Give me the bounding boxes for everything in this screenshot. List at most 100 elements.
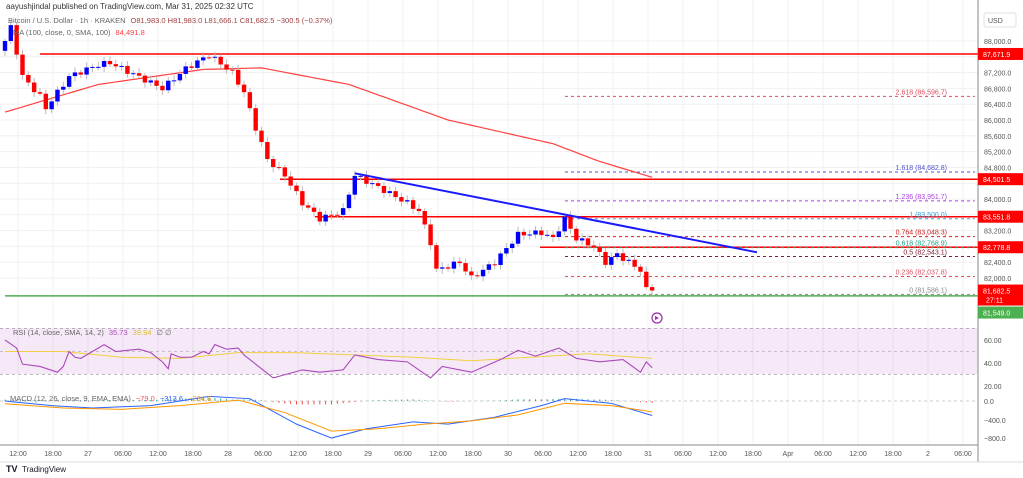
candle-down bbox=[329, 214, 334, 216]
price-tag bbox=[978, 241, 1023, 254]
candle-down bbox=[265, 141, 270, 160]
time-axis-label: 12:00 bbox=[709, 451, 727, 458]
candle-up bbox=[609, 257, 614, 265]
candle-down bbox=[410, 200, 416, 209]
candle-up bbox=[562, 216, 567, 232]
fib-retracement[interactable]: 2.618 (86,596.7) 1.618 (84,682.8) 1.236 (8… bbox=[565, 89, 975, 295]
symbol-info[interactable]: Bitcoin / U.S. Dollar · 1h · KRAKEN bbox=[8, 16, 126, 25]
rsi-axis-label: 40.00 bbox=[984, 361, 1002, 368]
candle-up bbox=[212, 56, 218, 58]
candle-down bbox=[492, 264, 497, 266]
candle-down bbox=[230, 69, 235, 71]
price-axis-label: 85,600.0 bbox=[984, 134, 1011, 141]
fib-level-label: 2.618 (86,596.7) bbox=[896, 89, 947, 96]
candle-down bbox=[206, 57, 212, 59]
candle-down bbox=[375, 183, 381, 186]
candle-down bbox=[241, 84, 247, 93]
tv-logo-icon: TV bbox=[6, 464, 18, 474]
candle-down bbox=[416, 208, 422, 212]
candle-down bbox=[224, 64, 229, 70]
candle-down bbox=[445, 267, 451, 269]
time-axis[interactable]: 12:00 18:00 27 06:00 12:00 18:00 28 06:00 12:00 1… bbox=[9, 451, 972, 458]
price-axis-label: 82,000.0 bbox=[984, 276, 1011, 283]
candle-down bbox=[457, 261, 462, 264]
candle-up bbox=[8, 25, 14, 41]
tradingview-logo[interactable]: TV TradingView bbox=[6, 464, 66, 474]
time-axis-label: 2 bbox=[926, 451, 930, 458]
fib-level-label: 0.618 (82,768.9) bbox=[896, 241, 947, 248]
candle-up bbox=[72, 72, 78, 77]
candle-up bbox=[84, 67, 89, 75]
support-tag-label: 81,549.0 bbox=[983, 311, 1010, 318]
candle-up bbox=[340, 208, 346, 215]
price-axis[interactable]: 88,000.0 87,200.0 86,800.0 86,400.0 86,000.0… bbox=[984, 39, 1011, 443]
candle-up bbox=[533, 230, 538, 235]
fib-level-label: 1.236 (83,951.7) bbox=[896, 194, 947, 201]
candle-up bbox=[2, 41, 8, 51]
macd-signal-value: −234.6 bbox=[188, 394, 211, 403]
price-axis-label: 86,800.0 bbox=[984, 86, 1011, 93]
price-tag-label: 83,551.8 bbox=[983, 215, 1010, 222]
candle-up bbox=[323, 214, 328, 222]
rsi-axis-label: 20.00 bbox=[984, 384, 1002, 391]
time-axis-label: 12:00 bbox=[569, 451, 587, 458]
fib-level-label: 1.618 (84,682.8) bbox=[896, 165, 947, 172]
fib-level-label: 0 (81,586.1) bbox=[909, 287, 947, 294]
candle-up bbox=[626, 259, 632, 261]
candle-down bbox=[632, 259, 637, 267]
candle-up bbox=[61, 86, 66, 90]
candle-down bbox=[288, 176, 293, 186]
rsi-legend[interactable]: RSI (14, close, SMA, 14, 2) bbox=[13, 328, 104, 337]
currency-button[interactable] bbox=[983, 12, 1017, 28]
candle-up bbox=[579, 238, 585, 241]
last-price-label: 81,682.5 bbox=[983, 289, 1010, 296]
rsi-band bbox=[0, 328, 978, 374]
candle-down bbox=[381, 185, 387, 193]
candle-down bbox=[649, 287, 655, 291]
candle-up bbox=[55, 89, 60, 102]
candle-down bbox=[469, 271, 474, 276]
replay-icon[interactable] bbox=[651, 312, 663, 324]
candle-down bbox=[568, 216, 573, 229]
tv-brand: TradingView bbox=[22, 465, 66, 474]
candle-up bbox=[49, 101, 54, 110]
price-tags: 87,671.9 84,501.5 83,551.8 82,778.8 81,682.5… bbox=[978, 47, 1023, 319]
sma-100-line bbox=[4, 67, 653, 178]
time-axis-label: 12:00 bbox=[429, 451, 447, 458]
candle-up bbox=[556, 231, 562, 238]
bearish-trendline[interactable] bbox=[354, 172, 758, 254]
candle-down bbox=[434, 245, 439, 269]
candle-down bbox=[26, 74, 31, 83]
candle-down bbox=[160, 85, 165, 91]
candle-down bbox=[603, 251, 608, 265]
horizontal-levels bbox=[5, 53, 978, 297]
candle-down bbox=[142, 75, 148, 83]
candle-down bbox=[585, 238, 591, 246]
candle-up bbox=[405, 200, 410, 202]
candle-up bbox=[90, 66, 95, 68]
candle-down bbox=[644, 271, 649, 288]
candle-up bbox=[504, 248, 509, 254]
candle-up bbox=[96, 66, 101, 68]
time-axis-label: 18:00 bbox=[464, 451, 482, 458]
candle-down bbox=[591, 245, 597, 247]
candle-down bbox=[31, 82, 37, 93]
macd-axis-label: 0.0 bbox=[984, 399, 994, 406]
price-axis-label: 87,200.0 bbox=[984, 71, 1011, 78]
candle-up bbox=[370, 183, 375, 185]
macd-value: −313.6 bbox=[160, 394, 183, 403]
currency-label: USD bbox=[988, 18, 1003, 25]
macd-legend[interactable]: MACD (12, 26, close, 9, EMA, EMA) bbox=[10, 394, 131, 403]
ma-legend[interactable]: MA (100, close, 0, SMA, 100) bbox=[13, 28, 111, 37]
price-axis-label: 83,200.0 bbox=[984, 229, 1011, 236]
time-axis-label: 18:00 bbox=[184, 451, 202, 458]
candle-down bbox=[43, 93, 49, 110]
time-axis-label: 31 bbox=[644, 451, 652, 458]
fib-level-label: 1 (83,500.0) bbox=[909, 212, 947, 219]
candle-up bbox=[486, 264, 492, 270]
rsi-signal-value: 39.94 bbox=[133, 328, 152, 337]
rsi-panel bbox=[4, 339, 653, 379]
candle-down bbox=[253, 108, 258, 131]
candle-down bbox=[574, 228, 579, 241]
